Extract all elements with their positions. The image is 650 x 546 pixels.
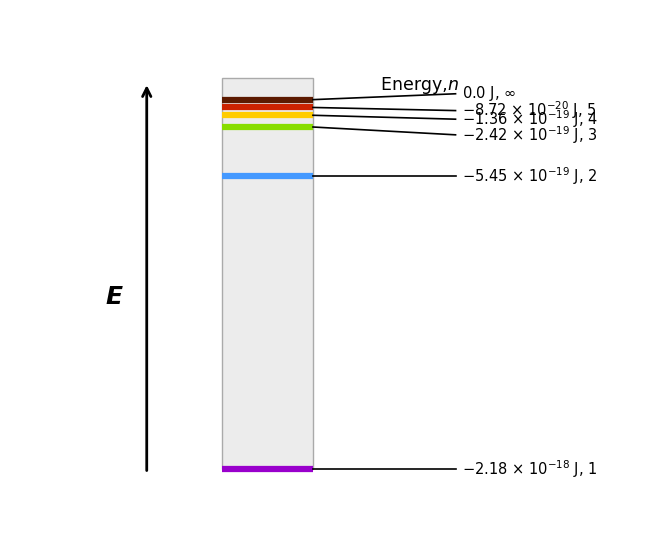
Text: $-$1.36 $\times$ 10$^{-19}$ J, 4: $-$1.36 $\times$ 10$^{-19}$ J, 4 — [462, 108, 597, 130]
Text: $-$5.45 $\times$ 10$^{-19}$ J, 2: $-$5.45 $\times$ 10$^{-19}$ J, 2 — [462, 165, 597, 187]
FancyBboxPatch shape — [222, 78, 313, 469]
Text: Energy,: Energy, — [381, 76, 453, 94]
Text: $-$8.72 $\times$ 10$^{-20}$ J, 5: $-$8.72 $\times$ 10$^{-20}$ J, 5 — [462, 100, 596, 121]
Text: 0.0 J, $\infty$: 0.0 J, $\infty$ — [462, 84, 515, 103]
Text: $-$2.18 $\times$ 10$^{-18}$ J, 1: $-$2.18 $\times$ 10$^{-18}$ J, 1 — [462, 458, 597, 480]
Text: E: E — [105, 285, 123, 308]
Text: $-$2.42 $\times$ 10$^{-19}$ J, 3: $-$2.42 $\times$ 10$^{-19}$ J, 3 — [462, 124, 597, 146]
Text: n: n — [447, 76, 458, 94]
